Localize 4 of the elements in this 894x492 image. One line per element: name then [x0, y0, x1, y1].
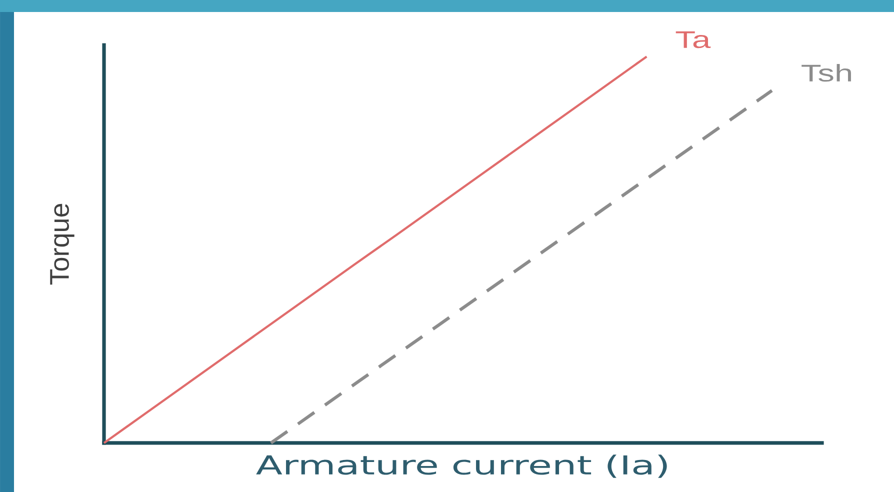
y-axis-title: Torque	[50, 204, 74, 285]
series-label: Ta	[676, 31, 711, 48]
series-label: Tsh	[802, 64, 851, 82]
x-axis-title: Armature current (Ia)	[256, 454, 667, 478]
